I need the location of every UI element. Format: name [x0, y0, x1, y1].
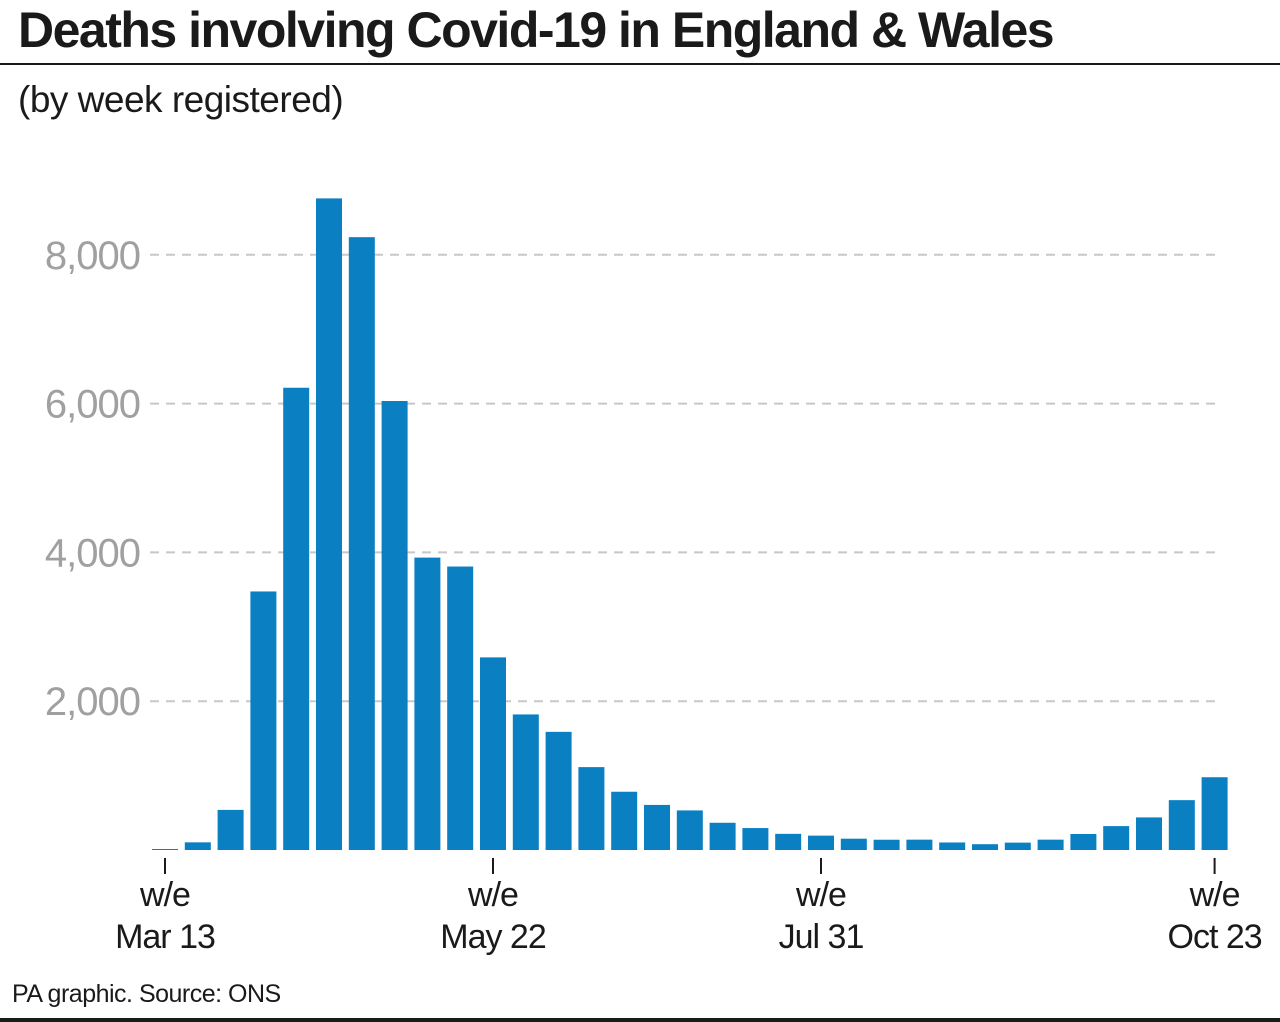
bars	[152, 198, 1228, 851]
bar	[578, 767, 605, 850]
bar	[939, 842, 966, 850]
bar	[217, 809, 244, 850]
x-tick-label: w/e	[467, 876, 518, 914]
bar	[447, 566, 474, 850]
x-tick-label: Jul 31	[779, 918, 864, 956]
bar	[381, 400, 408, 850]
bar	[414, 557, 441, 850]
bar	[152, 849, 178, 850]
chart-title: Deaths involving Covid-19 in England & W…	[18, 2, 1055, 58]
bar	[1037, 839, 1064, 850]
bar	[1136, 817, 1162, 850]
bar	[184, 842, 211, 850]
x-tick-label: w/e	[1189, 876, 1240, 914]
bar	[1201, 777, 1228, 850]
bar	[1103, 826, 1130, 850]
bar	[1070, 834, 1097, 850]
x-tick-label: w/e	[795, 876, 846, 914]
bar	[775, 833, 802, 850]
bar	[709, 822, 736, 850]
bar	[512, 714, 539, 850]
x-axis: w/e Mar 13 w/e May 22 w/e Jul 31 w/e Oct 23	[115, 858, 1263, 956]
bar	[840, 838, 867, 850]
source-credit: PA graphic. Source: ONS	[12, 980, 281, 1008]
bar	[1004, 842, 1031, 850]
gridlines	[150, 253, 1218, 703]
footer-divider	[0, 1018, 1280, 1022]
bar	[283, 387, 310, 850]
bar	[1168, 800, 1195, 850]
bar	[250, 591, 277, 850]
bar	[611, 791, 638, 850]
y-tick-label: 6,000	[45, 383, 140, 427]
y-axis-labels: 2,000 4,000 6,000 8,000	[45, 234, 141, 724]
bar	[808, 835, 834, 850]
bar	[906, 839, 933, 850]
bar	[644, 804, 670, 850]
x-tick-label: w/e	[139, 876, 190, 914]
bar	[480, 657, 506, 850]
bar	[972, 844, 998, 850]
chart-subtitle: (by week registered)	[18, 79, 344, 120]
bar	[348, 237, 375, 850]
title-divider	[0, 63, 1280, 65]
y-tick-label: 4,000	[45, 531, 140, 575]
bar	[873, 839, 900, 850]
bar	[676, 810, 703, 850]
y-tick-label: 2,000	[45, 680, 140, 724]
bar	[545, 731, 572, 850]
bar	[742, 828, 769, 850]
bar	[316, 198, 342, 851]
x-tick-label: May 22	[440, 918, 546, 956]
x-tick-label: Mar 13	[115, 918, 215, 956]
y-tick-label: 8,000	[45, 234, 140, 278]
x-tick-label: Oct 23	[1168, 918, 1262, 956]
